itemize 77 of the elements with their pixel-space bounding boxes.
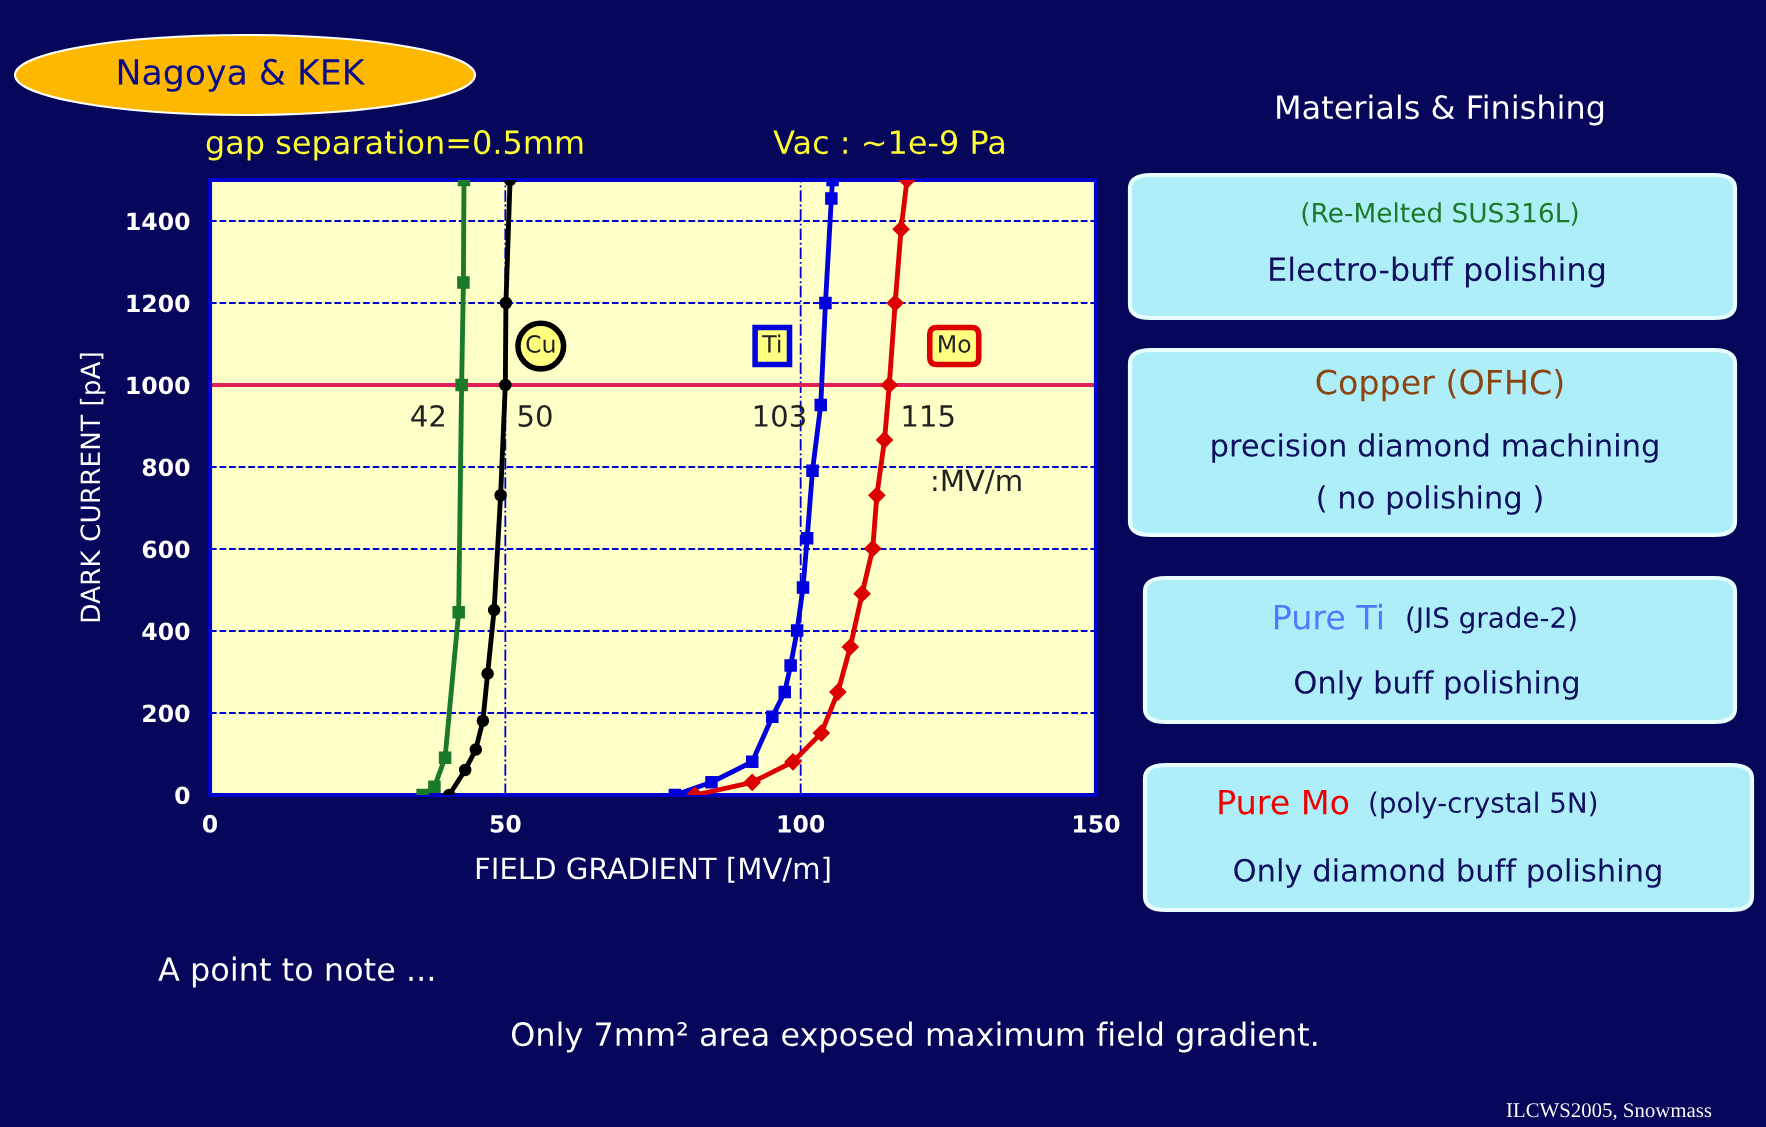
series-label: Cu — [526, 335, 555, 353]
point — [784, 659, 797, 672]
x-tick-label: 0 — [202, 814, 218, 833]
text: Pure Ti — [1274, 603, 1382, 630]
text: Pure Mo — [1219, 789, 1349, 815]
annotation: 115 — [903, 405, 954, 428]
point — [841, 638, 859, 656]
text: Electro-buff polishing — [1270, 256, 1605, 288]
point — [745, 755, 759, 769]
point — [825, 192, 838, 205]
point — [853, 585, 871, 603]
text: (Re-Melted SUS316L) — [1302, 202, 1578, 226]
annotation: 103 — [754, 404, 805, 428]
text: Vac : ~1e-9 Pa — [773, 130, 1004, 155]
y-tick-label: 1200 — [127, 294, 190, 313]
point — [800, 532, 814, 545]
text: ( no polishing ) — [1318, 485, 1542, 515]
point — [455, 378, 468, 392]
point — [875, 431, 894, 449]
series-label: Ti — [762, 334, 781, 353]
y-tick-label: 1000 — [127, 376, 190, 395]
text: Only diamond buff polishing — [1234, 858, 1661, 888]
point — [829, 683, 847, 701]
point — [705, 776, 718, 789]
x-tick-label: 150 — [1074, 814, 1120, 833]
point — [452, 605, 465, 619]
point — [790, 624, 804, 637]
text: A point to note ... — [158, 956, 433, 988]
point — [438, 751, 452, 764]
point — [806, 464, 819, 477]
text: (poly-crystal 5N) — [1370, 791, 1597, 819]
text: Only buff polishing — [1295, 670, 1578, 700]
point — [458, 763, 472, 777]
point — [499, 296, 513, 310]
point — [814, 398, 828, 412]
y-tick-label: 800 — [142, 458, 190, 477]
point — [796, 581, 810, 594]
text: Copper (OFHC) — [1316, 368, 1563, 402]
text: Only 7mm² area exposed maximum field gradient. — [511, 1021, 1317, 1053]
point — [476, 714, 490, 728]
point — [819, 296, 832, 310]
text: Materials & Finishing — [1277, 94, 1604, 126]
y-tick-label: 600 — [142, 540, 190, 559]
point — [494, 489, 507, 502]
point — [487, 603, 501, 617]
y-tick-label: 1400 — [127, 212, 190, 231]
text: Nagoya & KEK — [118, 58, 366, 92]
x-axis-title: FIELD GRADIENT [MV/m] — [476, 856, 830, 883]
text: ILCWS2005, Snowmass — [1506, 1103, 1712, 1121]
annotation: 50 — [518, 404, 552, 428]
point — [784, 753, 802, 771]
point — [481, 667, 494, 680]
x-tick-label: 50 — [490, 814, 521, 833]
point — [428, 780, 441, 794]
series-label: Mo — [939, 335, 971, 353]
point — [766, 710, 779, 723]
point — [499, 378, 512, 392]
x-tick-label: 100 — [778, 814, 825, 833]
point — [864, 540, 882, 558]
text: (JIS grade-2) — [1407, 606, 1576, 634]
point — [886, 294, 904, 312]
point — [743, 773, 761, 791]
point — [457, 276, 470, 289]
point — [880, 376, 898, 394]
y-tick-label: 400 — [142, 622, 190, 641]
point — [812, 724, 830, 742]
y-tick-label: 200 — [143, 704, 190, 723]
annotation: 42 — [411, 404, 445, 427]
text: precision diamond machining — [1212, 433, 1658, 463]
y-tick-label: 0 — [175, 786, 190, 805]
point — [868, 486, 886, 504]
point — [892, 220, 910, 238]
annotation: :MV/m — [933, 469, 1021, 494]
point — [469, 743, 483, 756]
text: gap separation=0.5mm — [206, 129, 583, 161]
point — [778, 685, 791, 699]
y-axis-title: DARK CURRENT [pA] — [79, 353, 106, 622]
